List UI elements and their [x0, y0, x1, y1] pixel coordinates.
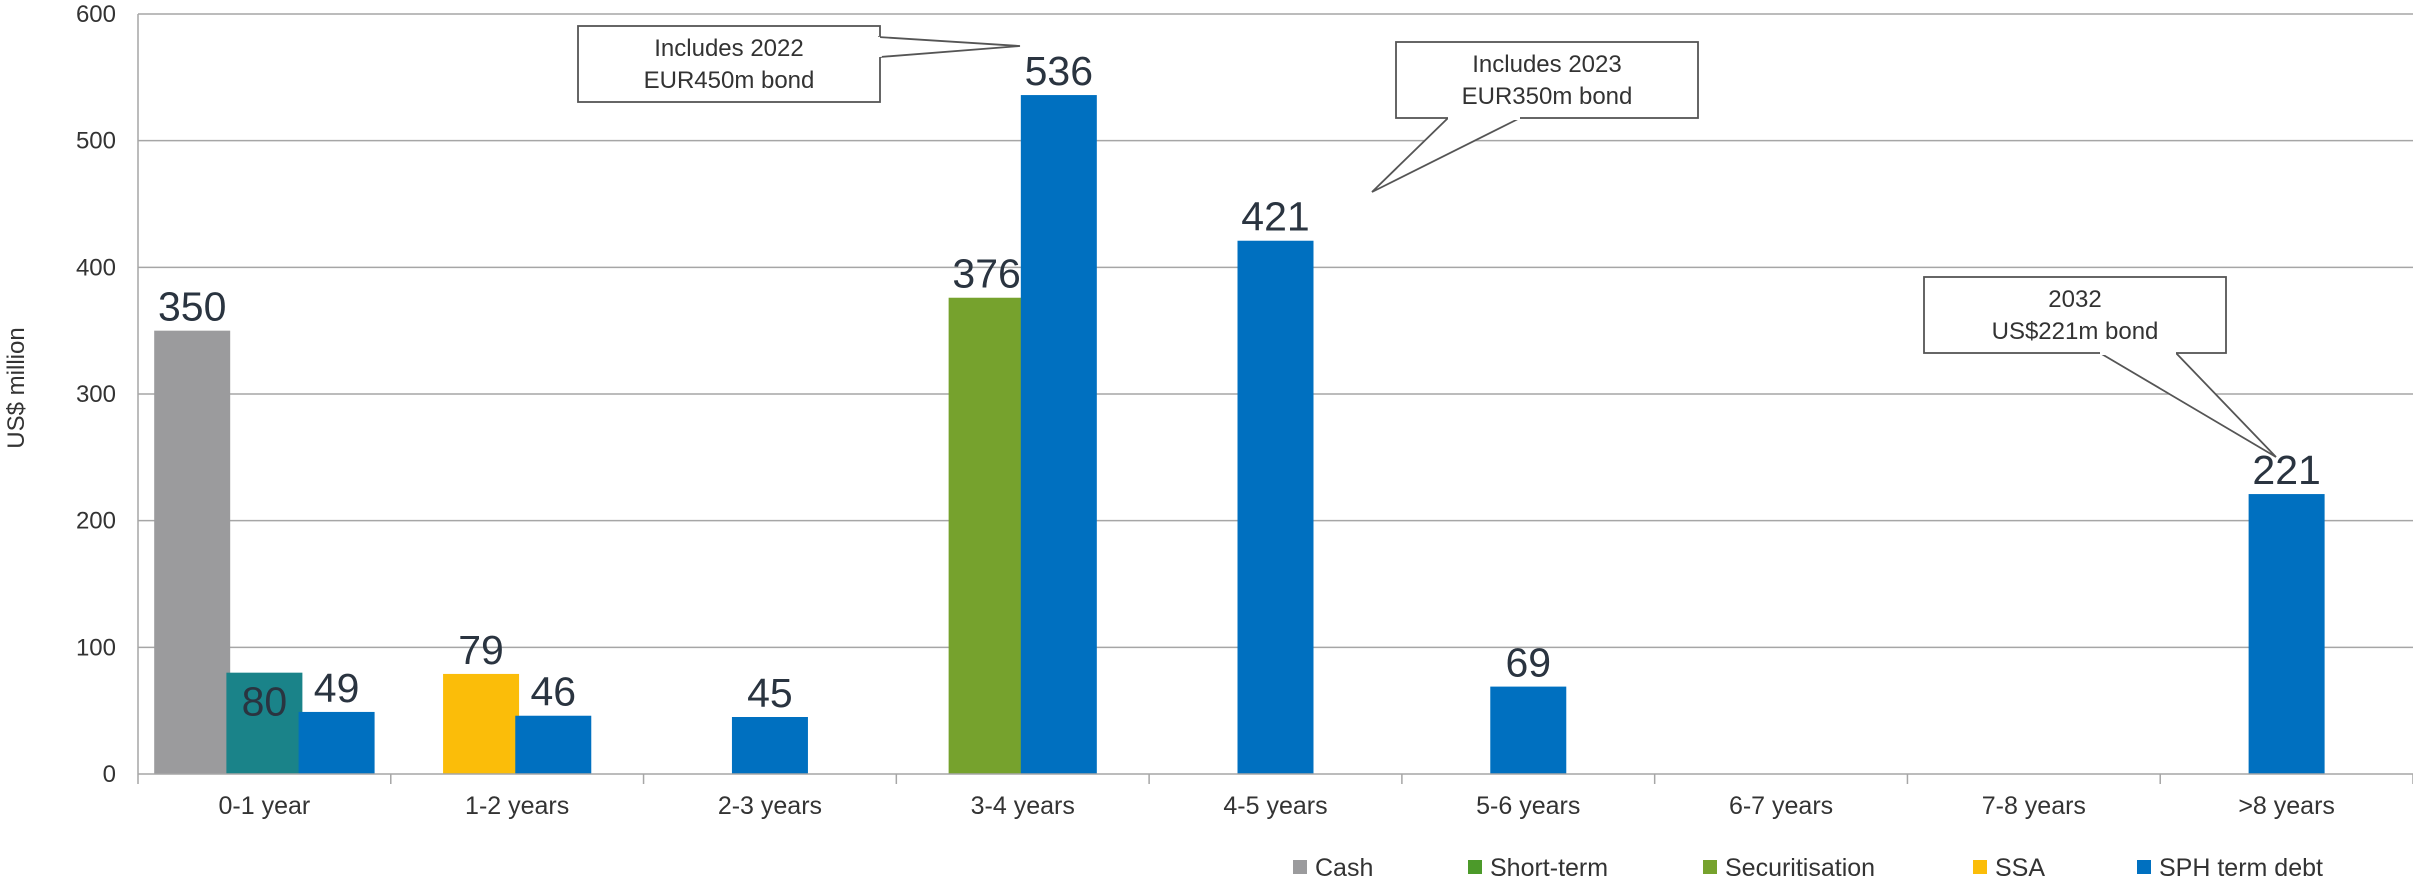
legend-swatch	[2137, 860, 2151, 874]
callout-box	[577, 25, 881, 103]
value-labels: 350 80 49 79 46 45 376 536 421 69 221	[158, 48, 2321, 725]
value-label: 45	[747, 670, 793, 716]
annotations: Includes 2022 EUR450m bond Includes 2023 EU…	[577, 25, 2277, 458]
callout-pointer	[2099, 352, 2277, 458]
callout-text: EUR450m bond	[644, 67, 815, 94]
value-label: 350	[158, 284, 226, 330]
x-tick-label: 3-4 years	[971, 792, 1075, 820]
bar	[298, 711, 375, 774]
legend-label: SSA	[1995, 854, 2045, 882]
y-tick-label: 500	[76, 128, 116, 155]
legend-label: Securitisation	[1725, 854, 1875, 882]
bar	[515, 715, 592, 774]
y-tick-label: 600	[76, 1, 116, 28]
bar	[1490, 686, 1567, 774]
callout-pointer	[1371, 117, 1521, 193]
legend-swatch	[1703, 860, 1717, 874]
y-tick-label: 0	[103, 761, 116, 788]
callout-text: Includes 2022	[654, 35, 803, 62]
x-tick-label: 5-6 years	[1476, 792, 1580, 820]
x-tick-label: 0-1 year	[219, 792, 311, 820]
x-tick-label: 1-2 years	[465, 792, 569, 820]
callout-text: 2032	[2048, 286, 2101, 313]
x-tick-label: 6-7 years	[1729, 792, 1833, 820]
x-tick-label: >8 years	[2238, 792, 2335, 820]
bar	[948, 297, 1025, 774]
callout-text: EUR350m bond	[1462, 83, 1633, 110]
bar	[731, 717, 808, 774]
value-label: 46	[530, 669, 576, 715]
bar	[443, 673, 520, 774]
tick-labels: 0 100 200 300 400 500 600 0-1 year 1-2 years 2-3 …	[76, 1, 2335, 820]
bar	[1237, 240, 1314, 774]
legend-label: Cash	[1315, 854, 1373, 882]
value-label: 536	[1025, 48, 1093, 94]
value-label: 69	[1505, 640, 1551, 686]
value-label: 80	[242, 679, 288, 725]
value-label: 421	[1241, 194, 1309, 240]
x-tick-label: 2-3 years	[718, 792, 822, 820]
bar	[226, 672, 303, 774]
value-label: 49	[314, 665, 360, 711]
y-tick-label: 400	[76, 254, 116, 281]
callout-box	[1395, 41, 1699, 119]
legend-swatch	[1973, 860, 1987, 874]
legend-swatch	[1468, 860, 1482, 874]
legend-swatch	[1293, 860, 1307, 874]
value-label: 376	[952, 251, 1020, 297]
callout-join	[876, 36, 882, 58]
callout-box	[1923, 276, 2227, 354]
y-tick-label: 200	[76, 508, 116, 535]
bars	[154, 95, 2325, 775]
y-tick-label: 100	[76, 634, 116, 661]
bar	[154, 330, 231, 774]
legend-label: Short-term	[1490, 854, 1608, 882]
axes	[137, 14, 2413, 784]
bar	[2248, 494, 2325, 774]
value-label: 221	[2252, 447, 2320, 493]
y-tick-label: 300	[76, 381, 116, 408]
legend-label: SPH term debt	[2159, 854, 2323, 882]
x-tick-label: 7-8 years	[1982, 792, 2086, 820]
callout-text: US$221m bond	[1992, 318, 2159, 345]
callout-text: Includes 2023	[1472, 51, 1621, 78]
y-axis-label: US$ million	[3, 327, 30, 448]
callout-pointer	[877, 36, 1021, 58]
bar	[1020, 95, 1097, 775]
legend: Cash Short-term Securitisation SSA SPH term …	[1293, 854, 2323, 882]
x-tick-label: 4-5 years	[1223, 792, 1327, 820]
value-label: 79	[458, 627, 504, 673]
